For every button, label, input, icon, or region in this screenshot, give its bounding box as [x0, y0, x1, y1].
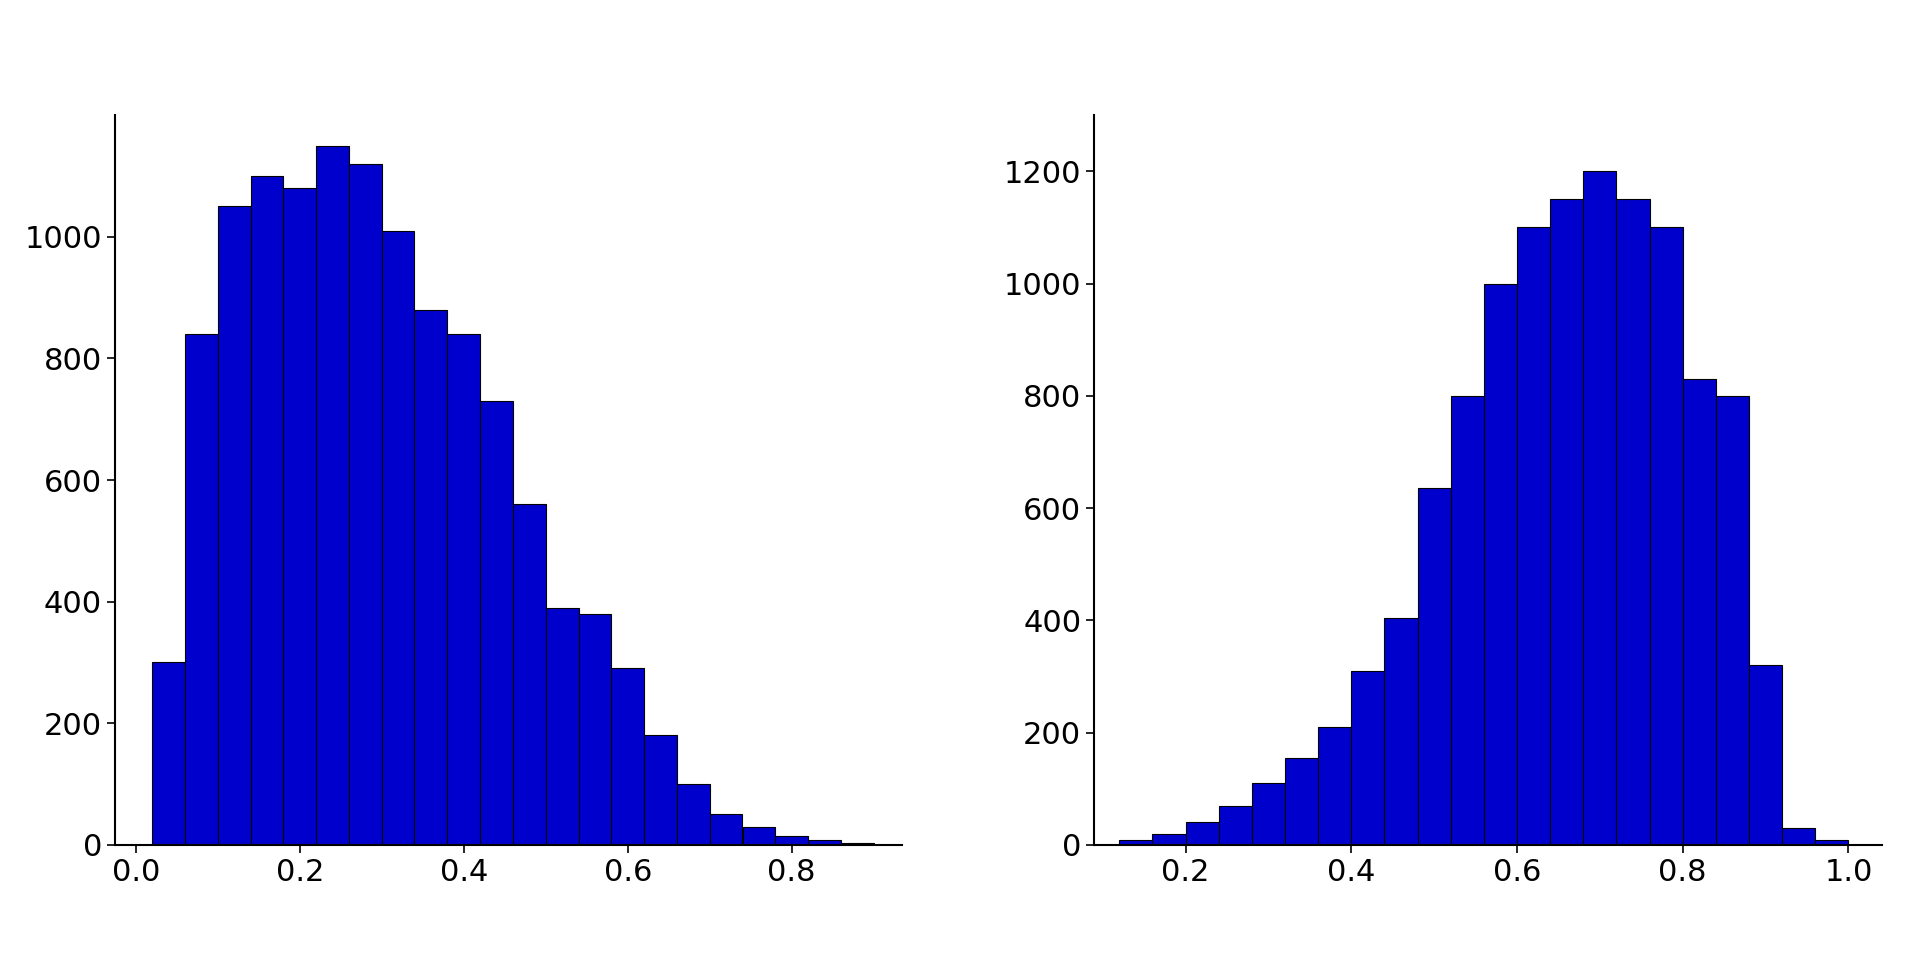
Bar — [447, 334, 480, 845]
Bar — [1252, 783, 1284, 845]
Bar — [1152, 833, 1185, 845]
Bar — [1716, 396, 1749, 845]
Bar — [841, 843, 874, 845]
Bar — [678, 784, 710, 845]
Bar — [415, 310, 447, 845]
Bar — [1682, 379, 1716, 845]
Bar — [1517, 228, 1549, 845]
Bar — [1185, 823, 1219, 845]
Bar — [1814, 840, 1849, 845]
Bar — [545, 608, 578, 845]
Bar — [578, 613, 611, 845]
Bar — [284, 188, 317, 845]
Bar — [184, 334, 217, 845]
Bar — [743, 827, 776, 845]
Bar — [382, 230, 415, 845]
Bar — [1417, 489, 1452, 845]
Bar — [250, 176, 284, 845]
Bar — [1649, 228, 1682, 845]
Bar — [217, 206, 250, 845]
Bar — [710, 814, 743, 845]
Bar — [1384, 617, 1417, 845]
Bar — [152, 662, 184, 845]
Bar — [1452, 396, 1484, 845]
Bar — [1284, 757, 1319, 845]
Bar — [1119, 840, 1152, 845]
Bar — [611, 668, 643, 845]
Bar — [808, 840, 841, 845]
Bar — [643, 735, 678, 845]
Bar — [1749, 665, 1782, 845]
Bar — [1319, 727, 1352, 845]
Bar — [1617, 200, 1649, 845]
Bar — [1484, 283, 1517, 845]
Bar — [1352, 671, 1384, 845]
Bar — [1549, 200, 1584, 845]
Bar — [1782, 828, 1814, 845]
Bar — [1219, 805, 1252, 845]
Bar — [776, 835, 808, 845]
Bar — [1584, 171, 1617, 845]
Bar — [480, 401, 513, 845]
Bar — [349, 164, 382, 845]
Bar — [513, 504, 545, 845]
Bar — [317, 146, 349, 845]
